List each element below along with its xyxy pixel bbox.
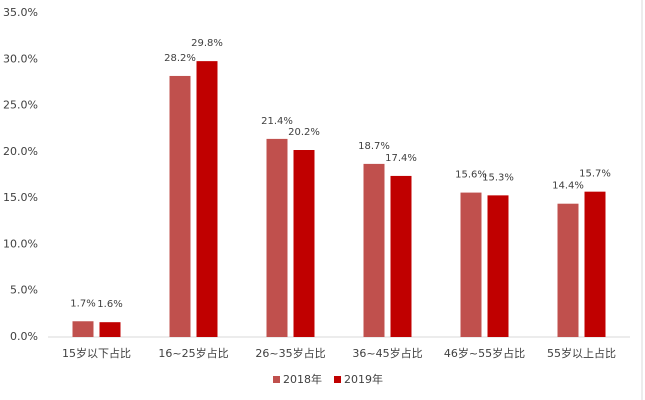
bar xyxy=(460,192,482,337)
x-tick-label: 36~45岁占比 xyxy=(352,346,422,360)
bar xyxy=(584,191,606,337)
data-label: 1.7% xyxy=(70,298,95,309)
bar xyxy=(266,138,288,337)
legend-label: 2018年 xyxy=(283,372,322,386)
bar xyxy=(196,61,218,337)
x-tick-label: 16~25岁占比 xyxy=(158,346,228,360)
bar xyxy=(99,322,121,337)
legend-swatch xyxy=(334,376,341,383)
data-label: 20.2% xyxy=(288,127,320,138)
data-label: 1.6% xyxy=(97,299,122,310)
bar xyxy=(169,75,191,337)
data-label: 17.4% xyxy=(385,153,417,164)
bar xyxy=(72,321,94,337)
data-label: 15.7% xyxy=(579,169,611,180)
data-label: 21.4% xyxy=(261,116,293,127)
data-label: 18.7% xyxy=(358,141,390,152)
data-label: 29.8% xyxy=(191,38,223,49)
legend-swatch xyxy=(273,376,280,383)
bar xyxy=(293,150,315,337)
x-tick-label: 15岁以下占比 xyxy=(62,346,131,360)
x-tick-label: 26~35岁占比 xyxy=(255,346,325,360)
y-tick-label: 20.0% xyxy=(3,145,38,158)
y-tick-label: 10.0% xyxy=(3,237,38,250)
x-tick-label: 55岁以上占比 xyxy=(547,346,616,360)
y-tick-label: 30.0% xyxy=(3,52,38,65)
bar xyxy=(487,195,509,337)
y-tick-label: 5.0% xyxy=(10,284,38,297)
y-tick-label: 35.0% xyxy=(3,6,38,19)
data-label: 15.6% xyxy=(455,170,487,181)
data-label: 28.2% xyxy=(164,53,196,64)
x-tick-label: 46岁~55岁占比 xyxy=(444,346,525,360)
data-label: 15.3% xyxy=(482,172,514,183)
legend-label: 2019年 xyxy=(344,372,383,386)
data-label: 14.4% xyxy=(552,181,584,192)
y-tick-label: 15.0% xyxy=(3,191,38,204)
y-tick-label: 0.0% xyxy=(10,330,38,343)
bar xyxy=(557,203,579,337)
bar xyxy=(363,163,385,337)
y-tick-label: 25.0% xyxy=(3,99,38,112)
bar xyxy=(390,175,412,337)
